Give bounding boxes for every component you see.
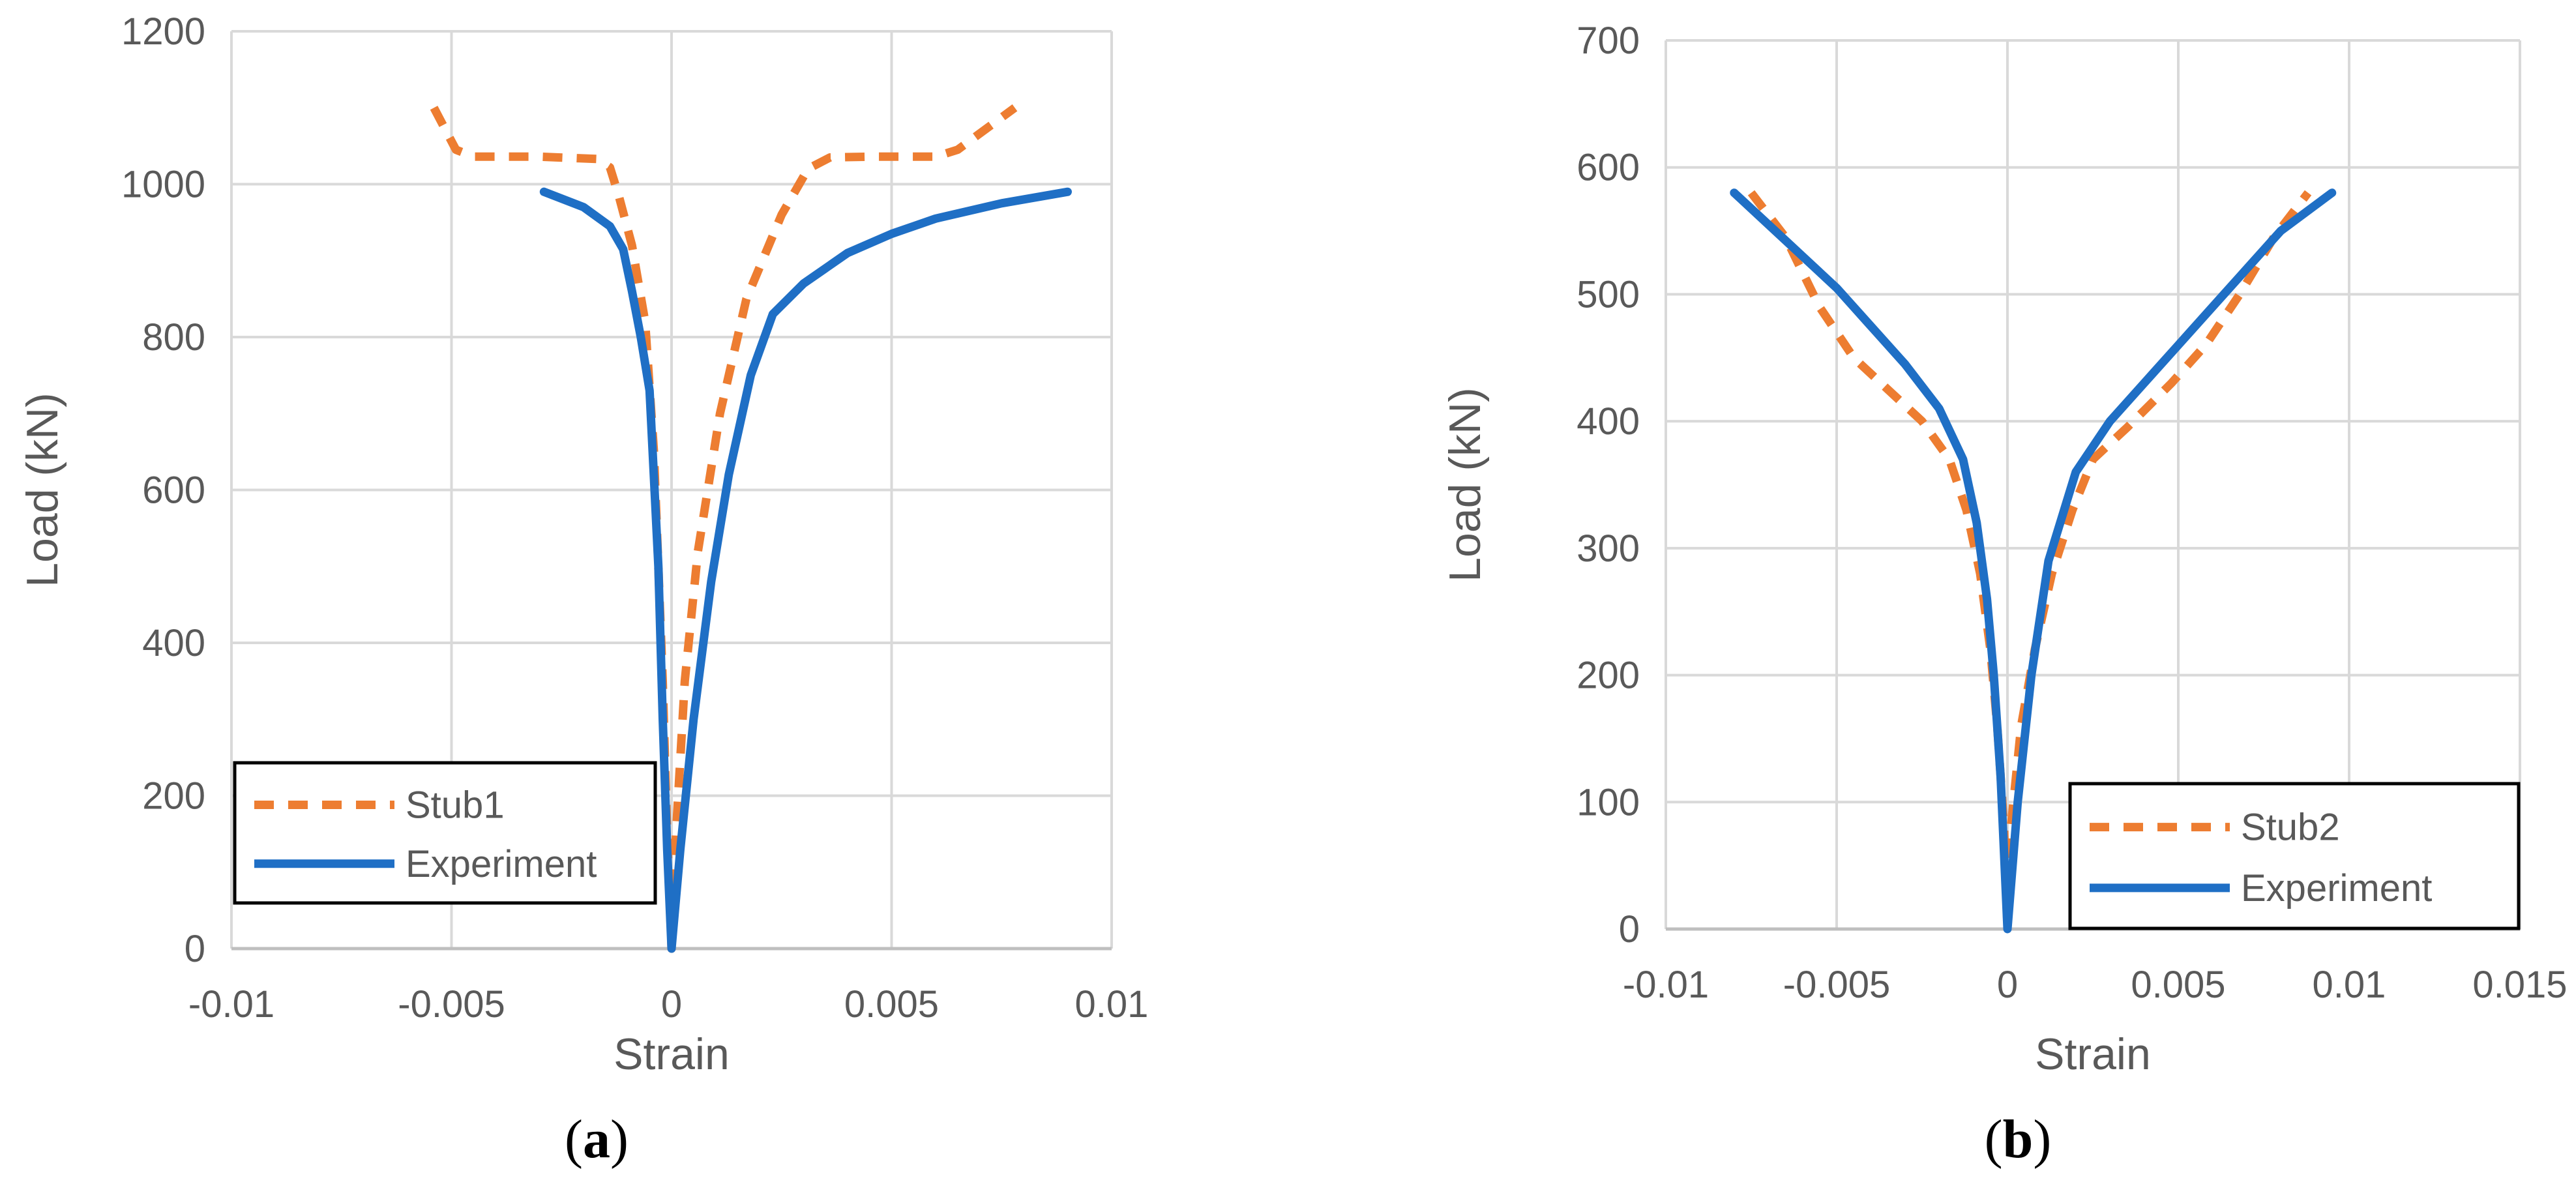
y-tick-label: 600 xyxy=(142,469,205,512)
legend-box xyxy=(233,761,657,905)
x-tick-label: 0.01 xyxy=(1075,983,1149,1026)
x-tick-label: -0.01 xyxy=(188,983,274,1026)
series-line-experiment xyxy=(539,187,1072,953)
y-tick-label: 1200 xyxy=(121,10,205,53)
x-tick-label: -0.01 xyxy=(1623,964,1709,1006)
panel-caption: (b) xyxy=(1985,1109,2052,1170)
y-tick-label: 100 xyxy=(1577,781,1640,823)
x-tick-label: 0.015 xyxy=(2472,964,2567,1006)
y-tick-label: 800 xyxy=(142,316,205,359)
y-tick-label: 200 xyxy=(142,775,205,818)
series-line-stub2 xyxy=(1747,190,2312,934)
caption-open: ( xyxy=(565,1109,583,1170)
y-tick-label: 0 xyxy=(1619,908,1640,951)
caption-letter: a xyxy=(583,1109,610,1170)
y-tick-label: 400 xyxy=(1577,400,1640,443)
series-line-experiment xyxy=(1730,188,2337,934)
x-tick-label: 0.01 xyxy=(2313,964,2386,1006)
chart-a: 0 200 400 600 800 1000 1200 -0.01 -0.005 0 0.005 0.… xyxy=(18,10,1148,1170)
panel-caption: (a) xyxy=(565,1109,629,1170)
y-tick-label: 300 xyxy=(1577,527,1640,570)
legend-box xyxy=(2068,782,2521,930)
x-tick-label: -0.005 xyxy=(1783,964,1890,1006)
y-tick-label: 500 xyxy=(1577,273,1640,316)
x-tick-label: 0.005 xyxy=(844,983,939,1026)
caption-close: ) xyxy=(610,1109,629,1170)
y-tick-label: 0 xyxy=(185,928,205,970)
y-axis-title: Load (kN) xyxy=(1440,387,1490,582)
caption-letter: b xyxy=(2003,1109,2034,1170)
y-tick-label: 200 xyxy=(1577,655,1640,697)
legend-label: Experiment xyxy=(2241,867,2432,909)
chart-b: 0 100 200 300 400 500 600 700 -0.01 -0.005 0 0.005 0… xyxy=(1440,20,2568,1170)
y-tick-label: 400 xyxy=(142,622,205,664)
x-tick-label: 0.005 xyxy=(2131,964,2225,1006)
y-tick-label: 1000 xyxy=(121,164,205,206)
y-axis-title: Load (kN) xyxy=(18,392,67,587)
caption-open: ( xyxy=(1985,1109,2003,1170)
x-axis-title: Strain xyxy=(614,1029,730,1079)
x-axis-title: Strain xyxy=(2035,1029,2151,1079)
x-tick-label: 0 xyxy=(661,983,682,1026)
y-tick-label: 600 xyxy=(1577,147,1640,189)
x-tick-label: 0 xyxy=(1997,964,2018,1006)
legend-label: Stub1 xyxy=(406,784,505,827)
y-tick-label: 700 xyxy=(1577,20,1640,62)
legend-label: Stub2 xyxy=(2241,806,2340,849)
x-tick-label: -0.005 xyxy=(398,983,505,1026)
legend-label: Experiment xyxy=(406,843,597,885)
caption-close: ) xyxy=(2033,1109,2051,1170)
